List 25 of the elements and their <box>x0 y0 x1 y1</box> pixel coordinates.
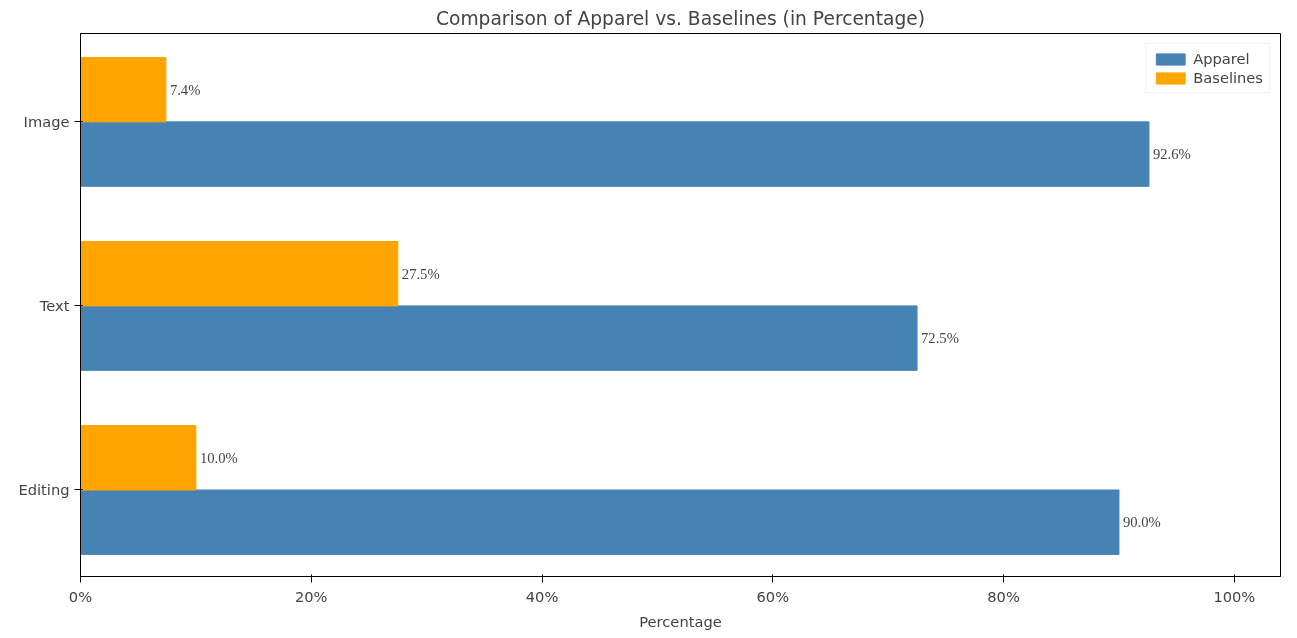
chart-title: Comparison of Apparel vs. Baselines (in Percentage) <box>435 7 926 29</box>
data-label: 10.0% <box>199 449 238 466</box>
legend-label: Apparel <box>1193 50 1250 67</box>
bar <box>80 425 197 491</box>
bar <box>80 241 399 307</box>
data-label: 92.6% <box>1152 146 1191 163</box>
bar <box>80 121 1150 187</box>
x-tick-label: 20% <box>294 587 328 605</box>
data-label: 90.0% <box>1122 514 1161 531</box>
y-tick-label: Text <box>38 297 70 315</box>
data-label: 7.4% <box>169 81 201 98</box>
x-tick-label: 80% <box>987 587 1020 605</box>
x-tick-label: 60% <box>756 587 790 605</box>
data-label: 27.5% <box>401 265 440 282</box>
y-tick-label: Editing <box>18 481 70 499</box>
x-tick-label: 40% <box>525 587 559 605</box>
legend-label: Baselines <box>1193 69 1263 86</box>
bar <box>80 56 167 123</box>
bar <box>80 305 918 371</box>
data-label: 72.5% <box>921 330 959 347</box>
x-tick-label: 100% <box>1213 587 1256 605</box>
y-tick-label: Image <box>23 113 70 131</box>
bar <box>80 489 1120 555</box>
x-tick-label: 0% <box>68 587 93 605</box>
x-axis-title: Percentage <box>639 612 722 630</box>
